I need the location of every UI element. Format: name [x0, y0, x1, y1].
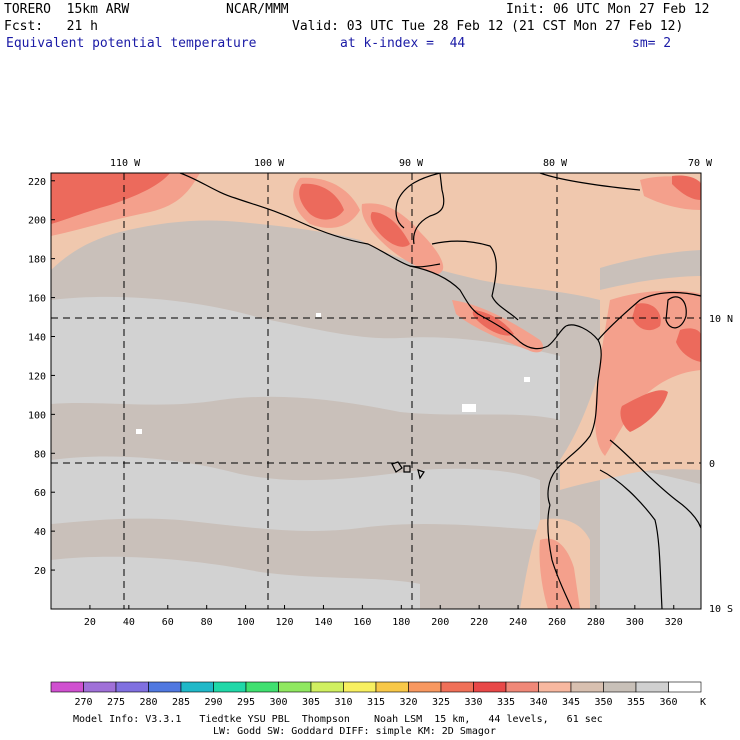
lon-label: 70 W	[688, 158, 713, 169]
y-tick-label: 40	[34, 527, 46, 538]
x-tick-label: 160	[353, 617, 371, 628]
coastline-south-america-interior	[609, 439, 701, 529]
field-band-white	[316, 313, 321, 317]
coastline-yucatan	[413, 173, 445, 245]
field-band-grey	[51, 556, 420, 609]
lon-label: 110 W	[110, 158, 141, 169]
x-tick-label: 100	[237, 617, 255, 628]
field-band-peach	[51, 173, 701, 300]
coastline-cuba	[539, 173, 641, 191]
x-tick-label: 180	[392, 617, 410, 628]
lat-label: 0	[709, 459, 715, 470]
physics-info: LW: Godd SW: Goddard DIFF: simple KM: 2D…	[213, 726, 496, 737]
y-tick-label: 80	[34, 449, 46, 460]
x-tick-label: 140	[314, 617, 332, 628]
x-tick-label: 60	[162, 617, 174, 628]
center-label: NCAR/MMM	[226, 2, 289, 17]
field-band-red	[620, 390, 668, 432]
field-band-grey	[51, 296, 560, 420]
valid-time: Valid: 03 UTC Tue 28 Feb 12 (21 CST Mon …	[292, 19, 684, 34]
x-tick-label: 20	[84, 617, 96, 628]
field-band-white	[462, 404, 476, 412]
x-tick-label: 280	[587, 617, 605, 628]
x-tick-label: 200	[431, 617, 449, 628]
x-tick-label: 320	[665, 617, 683, 628]
x-tick-label: 220	[470, 617, 488, 628]
field-band-red	[676, 328, 701, 362]
y-tick-label: 220	[28, 177, 46, 188]
x-tick-label: 260	[548, 617, 566, 628]
lon-label: 100 W	[254, 158, 285, 169]
y-tick-label: 20	[34, 566, 46, 577]
coastline-galapagos	[391, 461, 425, 480]
model-info: Model Info: V3.3.1 Tiedtke YSU PBL Thomp…	[73, 714, 603, 725]
coastline-gulf	[395, 173, 441, 229]
y-tick-label: 160	[28, 294, 46, 305]
field-name: Equivalent potential temperature	[6, 36, 257, 51]
field-band-white	[136, 429, 142, 434]
x-tick-label: 40	[123, 617, 135, 628]
y-tick-label: 60	[34, 488, 46, 499]
map-frame	[50, 172, 702, 610]
coastline-inland	[599, 469, 663, 609]
y-tick-label: 120	[28, 371, 46, 382]
x-tick-label: 240	[509, 617, 527, 628]
x-tick-label: 300	[626, 617, 644, 628]
coastline-central-america	[409, 265, 567, 350]
field-band-red	[299, 183, 344, 220]
field-band-red	[672, 175, 701, 200]
level-label: at k-index = 44	[340, 36, 466, 51]
coastline-colombia	[547, 324, 602, 506]
y-tick-label: 140	[28, 333, 46, 344]
coastline-ecuador-peru	[547, 504, 573, 609]
field-band-red	[51, 173, 170, 224]
field-band-salmon	[539, 538, 580, 609]
y-tick-label: 180	[28, 255, 46, 266]
field-band-grey	[51, 456, 540, 531]
coastline-lake	[665, 296, 687, 329]
field-band-white	[524, 377, 530, 382]
smoothing-label: sm= 2	[632, 36, 672, 51]
lat-label: 10 S	[709, 604, 733, 615]
coastline-caribbean	[431, 240, 519, 321]
x-tick-label: 80	[201, 617, 213, 628]
field-band-red	[632, 303, 661, 331]
field-band-grey	[600, 469, 701, 609]
lon-label: 90 W	[399, 158, 424, 169]
lon-label: 80 W	[543, 158, 568, 169]
y-tick-label: 200	[28, 216, 46, 227]
forecast-hour: Fcst: 21 h	[4, 19, 98, 34]
init-time: Init: 06 UTC Mon 27 Feb 12	[506, 2, 710, 17]
lat-label: 10 N	[709, 314, 733, 325]
field-band-red	[370, 212, 410, 247]
x-tick-label: 120	[276, 617, 294, 628]
model-title: TORERO 15km ARW	[4, 2, 130, 17]
coastline-venezuela	[597, 291, 701, 341]
y-tick-label: 100	[28, 410, 46, 421]
